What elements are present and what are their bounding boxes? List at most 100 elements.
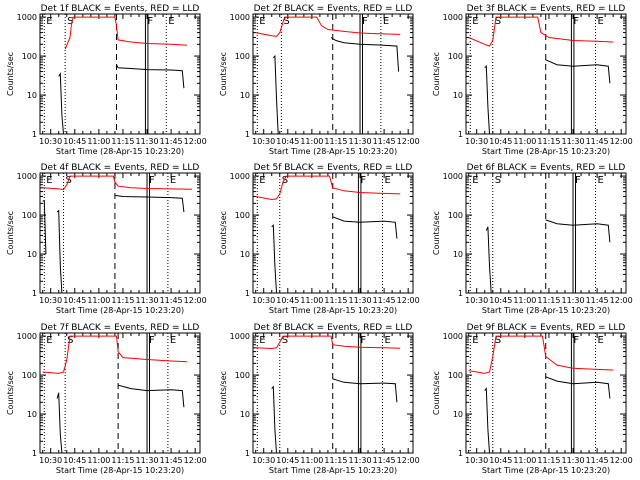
y-tick-label: 100 <box>448 211 463 220</box>
series-line <box>42 200 47 255</box>
marker-label: E <box>46 175 52 186</box>
y-tick-label: 1 <box>245 130 250 139</box>
marker-label: S <box>495 16 501 27</box>
x-tick-label: 11:15 <box>324 296 347 305</box>
x-tick-label: 12:00 <box>610 456 633 465</box>
x-tick-label: 11:30 <box>348 296 371 305</box>
y-tick-label: 1 <box>458 449 463 458</box>
y-tick-label: 1000 <box>17 13 37 22</box>
series-line <box>332 378 398 403</box>
y-tick-label: 1000 <box>17 332 37 341</box>
y-tick-label: 10 <box>27 91 37 100</box>
marker-label: E <box>259 175 265 186</box>
x-tick-label: 12:00 <box>184 296 207 305</box>
y-tick-label: 100 <box>235 371 250 380</box>
x-tick-label: 11:30 <box>348 456 371 465</box>
chart-panel: Det 4f BLACK = Events, RED = LLD Counts/s… <box>6 163 207 315</box>
x-axis-label: Start Time (28-Apr-15 10:23:20) <box>56 306 184 315</box>
x-axis-label: Start Time (28-Apr-15 10:23:20) <box>269 466 397 475</box>
marker-label: F <box>362 16 368 27</box>
marker-label: E <box>383 16 389 27</box>
y-tick-label: 1000 <box>443 13 463 22</box>
series-line <box>272 54 279 135</box>
series-line <box>484 65 490 135</box>
y-tick-label: 100 <box>22 211 37 220</box>
x-tick-label: 11:45 <box>373 137 396 146</box>
marker-label: E <box>384 175 390 186</box>
x-tick-label: 11:15 <box>537 296 560 305</box>
marker-label: S <box>67 335 73 346</box>
y-tick-label: 10 <box>240 91 250 100</box>
marker-label: S <box>495 335 501 346</box>
x-tick-label: 10:30 <box>465 296 488 305</box>
marker-label: E <box>597 335 603 346</box>
x-tick-label: 10:30 <box>39 137 62 146</box>
x-tick-label: 12:00 <box>184 456 207 465</box>
chart-panel: Det 3f BLACK = Events, RED = LLD Counts/s… <box>432 4 633 156</box>
x-tick-label: 11:45 <box>586 456 609 465</box>
marker-label: E <box>46 335 52 346</box>
plot-frame <box>39 172 201 294</box>
marker-label: F <box>149 335 155 346</box>
marker-label: E <box>170 335 176 346</box>
marker-label: E <box>168 16 174 27</box>
series-line <box>271 385 277 454</box>
series-line <box>545 219 611 243</box>
chart-panel: Det 7f BLACK = Events, RED = LLD Counts/s… <box>6 323 207 475</box>
series-line <box>114 194 185 213</box>
x-tick-label: 11:30 <box>348 137 371 146</box>
x-tick-label: 12:00 <box>610 296 633 305</box>
x-tick-label: 11:15 <box>111 456 134 465</box>
chart-panel: Det 6f BLACK = Events, RED = LLD Counts/s… <box>432 163 633 315</box>
chart-title: Det 7f BLACK = Events, RED = LLD <box>41 323 200 333</box>
x-tick-label: 11:15 <box>111 296 134 305</box>
x-tick-label: 11:00 <box>300 137 323 146</box>
x-tick-label: 11:45 <box>373 456 396 465</box>
series-line <box>255 335 401 350</box>
series-line <box>56 392 63 454</box>
x-tick-label: 11:30 <box>135 137 158 146</box>
chart-panel: Det 5f BLACK = Events, RED = LLD Counts/s… <box>219 163 420 315</box>
series-line <box>332 216 398 239</box>
series-line <box>485 226 492 294</box>
chart-title: Det 3f BLACK = Events, RED = LLD <box>467 4 626 14</box>
y-tick-label: 10 <box>27 410 37 419</box>
x-tick-label: 12:00 <box>184 137 207 146</box>
y-tick-label: 1 <box>458 130 463 139</box>
marker-label: E <box>472 335 478 346</box>
chart-title: Det 6f BLACK = Events, RED = LLD <box>467 163 626 173</box>
y-tick-label: 10 <box>453 91 463 100</box>
chart-title: Det 5f BLACK = Events, RED = LLD <box>254 163 413 173</box>
series-line <box>255 175 401 201</box>
x-axis-label: Start Time (28-Apr-15 10:23:20) <box>56 147 184 156</box>
marker-label: E <box>597 175 603 186</box>
x-tick-label: 10:30 <box>252 296 275 305</box>
x-tick-label: 10:30 <box>39 456 62 465</box>
x-tick-label: 11:00 <box>513 456 536 465</box>
x-tick-label: 11:15 <box>324 456 347 465</box>
marker-label: E <box>472 16 478 27</box>
marker-label: E <box>259 335 265 346</box>
chart-title: Det 8f BLACK = Events, RED = LLD <box>254 323 413 333</box>
y-tick-label: 1000 <box>230 13 250 22</box>
series-line <box>330 37 400 72</box>
series-line <box>545 376 611 399</box>
series-line <box>56 209 63 294</box>
x-tick-label: 10:45 <box>489 137 512 146</box>
x-tick-label: 11:00 <box>87 296 110 305</box>
x-tick-label: 11:30 <box>135 456 158 465</box>
x-tick-label: 10:45 <box>276 456 299 465</box>
marker-label: S <box>67 16 73 27</box>
marker-label: F <box>573 335 579 346</box>
marker-label: S <box>495 175 501 186</box>
marker-label: S <box>282 335 288 346</box>
series-line <box>117 384 185 408</box>
y-tick-label: 1 <box>245 449 250 458</box>
x-tick-label: 11:00 <box>87 456 110 465</box>
x-tick-label: 12:00 <box>397 137 420 146</box>
series-line <box>545 59 611 84</box>
chart-title: Det 4f BLACK = Events, RED = LLD <box>41 163 200 173</box>
chart-title: Det 1f BLACK = Events, RED = LLD <box>41 4 200 14</box>
x-tick-label: 11:45 <box>160 456 183 465</box>
